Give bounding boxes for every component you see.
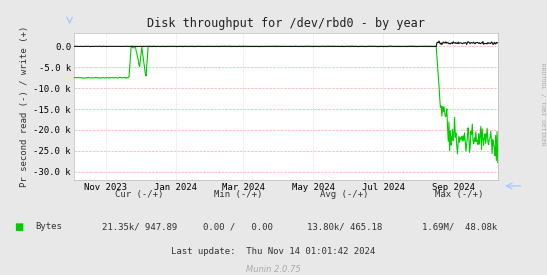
Text: 1.69M/  48.08k: 1.69M/ 48.08k [422, 222, 497, 231]
Text: Last update:  Thu Nov 14 01:01:42 2024: Last update: Thu Nov 14 01:01:42 2024 [171, 247, 376, 256]
Text: ■: ■ [14, 222, 23, 232]
Title: Disk throughput for /dev/rbd0 - by year: Disk throughput for /dev/rbd0 - by year [147, 17, 424, 31]
Text: RRDTOOL / TOBI OETIKER: RRDTOOL / TOBI OETIKER [540, 63, 545, 146]
Text: Cur (-/+): Cur (-/+) [115, 190, 164, 199]
Text: 13.80k/ 465.18: 13.80k/ 465.18 [307, 222, 382, 231]
Text: Avg (-/+): Avg (-/+) [321, 190, 369, 199]
Text: 0.00 /   0.00: 0.00 / 0.00 [203, 222, 273, 231]
Text: Min (-/+): Min (-/+) [214, 190, 262, 199]
Text: Bytes: Bytes [36, 222, 62, 231]
Text: Max (-/+): Max (-/+) [435, 190, 484, 199]
Text: 21.35k/ 947.89: 21.35k/ 947.89 [102, 222, 177, 231]
Y-axis label: Pr second read (-) / write (+): Pr second read (-) / write (+) [20, 26, 30, 187]
Text: Munin 2.0.75: Munin 2.0.75 [246, 265, 301, 274]
